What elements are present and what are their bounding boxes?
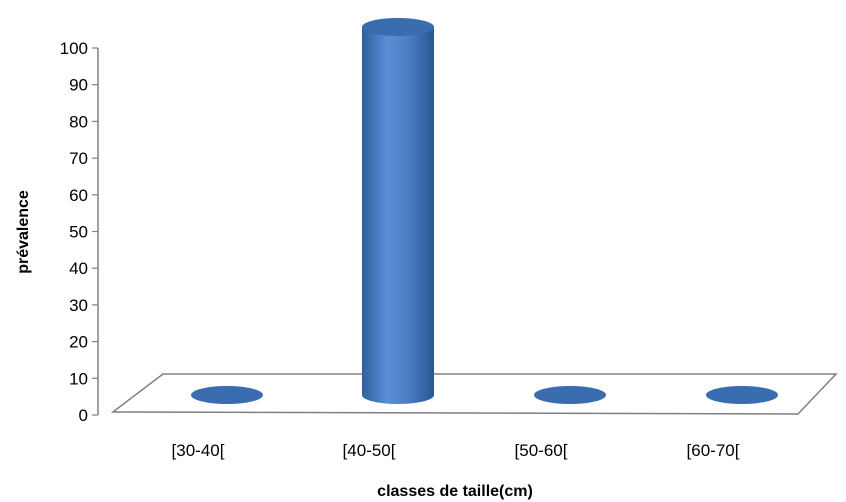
- bar: [534, 386, 606, 404]
- bars: [191, 18, 778, 404]
- y-axis-title: prévalence: [15, 190, 32, 274]
- y-tick-label: 100: [60, 39, 88, 58]
- y-tick-label: 20: [69, 333, 88, 352]
- bar-disc: [534, 386, 606, 404]
- axes: [97, 48, 838, 415]
- x-category-label: [50-60[: [515, 441, 568, 460]
- bar-disc: [706, 386, 778, 404]
- y-tick-label: 90: [69, 76, 88, 95]
- y-tick-label: 30: [69, 296, 88, 315]
- x-axis-title: classes de taille(cm): [377, 483, 533, 500]
- y-tick-label: 50: [69, 223, 88, 242]
- x-category-label: [60-70[: [687, 441, 740, 460]
- x-category-labels: [30-40[ [40-50[ [50-60[ [60-70[: [172, 441, 740, 460]
- y-tick-label: 10: [69, 369, 88, 388]
- x-category-label: [40-50[: [343, 441, 396, 460]
- x-category-label: [30-40[: [172, 441, 225, 460]
- floor-plane: [110, 373, 838, 415]
- bar: [362, 18, 434, 404]
- y-tick-label: 0: [79, 406, 88, 425]
- bar: [706, 386, 778, 404]
- y-tick-label: 70: [69, 149, 88, 168]
- y-tick-labels: 0 10 20 30 40 50 60 70 80 90 100: [60, 39, 98, 425]
- bar: [191, 386, 263, 404]
- bar-body: [362, 27, 434, 404]
- y-tick-label: 80: [69, 112, 88, 131]
- bar-disc: [191, 386, 263, 404]
- y-tick-label: 40: [69, 259, 88, 278]
- y-tick-label: 60: [69, 186, 88, 205]
- bar-top: [362, 18, 434, 36]
